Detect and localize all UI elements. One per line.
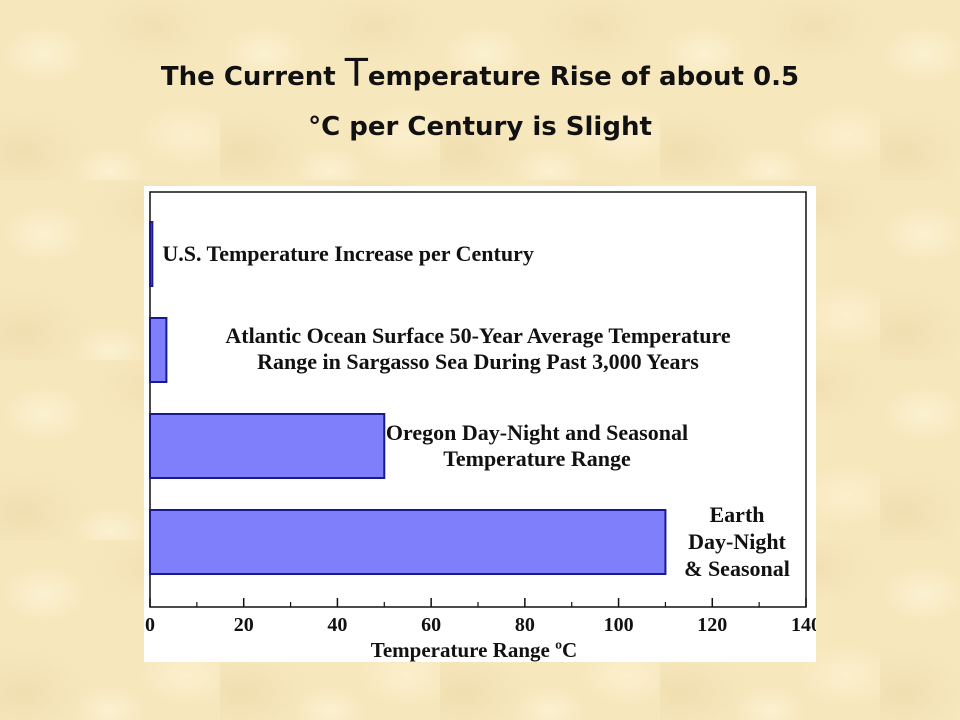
x-tick-label: 60 <box>421 614 441 636</box>
x-tick-label: 80 <box>515 614 535 636</box>
bar-label: Atlantic Ocean Surface 50-Year Average T… <box>225 323 731 348</box>
bar-label: Day-Night <box>688 529 786 554</box>
slide-title-line-1: The Current Temperature Rise of about 0.… <box>0 48 960 102</box>
bar-label: Oregon Day-Night and Seasonal <box>386 420 688 445</box>
title-large-t: T <box>344 51 368 95</box>
x-tick-label: 140 <box>791 614 816 636</box>
bar-label: U.S. Temperature Increase per Century <box>162 241 534 266</box>
x-tick-label: 100 <box>604 614 634 636</box>
x-tick-label: 20 <box>234 614 254 636</box>
x-tick-label: 120 <box>697 614 727 636</box>
slide-title: The Current Temperature Rise of about 0.… <box>0 48 960 152</box>
bar-3 <box>149 413 386 479</box>
title-suffix: emperature Rise of about 0.5 <box>367 62 800 92</box>
bar-4 <box>149 509 667 575</box>
bar-label: & Seasonal <box>684 556 790 581</box>
bar-label: Earth <box>710 502 765 527</box>
bar-1 <box>149 221 154 287</box>
temperature-range-bar-chart: 0 20 40 60 80 100 120 140 Temperature Range ºC U.… <box>145 191 816 662</box>
bar-label: Range in Sargasso Sea During Past 3,000 … <box>257 349 699 374</box>
slide-title-line-2: °C per Century is Slight <box>308 112 652 142</box>
title-prefix: The Current <box>160 62 345 92</box>
chart-panel: 0 20 40 60 80 100 120 140 Temperature Range ºC U.… <box>144 186 816 662</box>
x-tick-label: 40 <box>327 614 347 636</box>
bar-2 <box>149 317 168 383</box>
x-tick-label: 0 <box>145 614 155 636</box>
x-axis-label: Temperature Range ºC <box>371 638 577 662</box>
bar-label: Temperature Range <box>443 446 631 471</box>
